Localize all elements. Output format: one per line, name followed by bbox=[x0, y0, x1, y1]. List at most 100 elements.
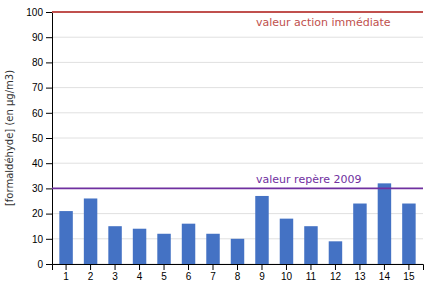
x-tick-label: 15 bbox=[403, 271, 415, 282]
x-tick: 13 bbox=[354, 264, 366, 282]
y-tick-mark bbox=[46, 113, 52, 114]
y-tick-mark bbox=[46, 62, 52, 63]
bar bbox=[59, 211, 72, 264]
y-tick: 0 bbox=[37, 259, 52, 270]
y-tick: 20 bbox=[32, 208, 52, 219]
chart: 0102030405060708090100123456789101112131… bbox=[0, 0, 437, 290]
x-tick-label: 14 bbox=[379, 271, 391, 282]
y-tick-label: 60 bbox=[32, 108, 44, 119]
bar bbox=[231, 239, 244, 264]
x-tick-label: 1 bbox=[63, 271, 69, 282]
grid-line bbox=[52, 112, 423, 113]
y-tick-mark bbox=[46, 12, 52, 13]
y-axis-line bbox=[46, 13, 53, 265]
bar bbox=[206, 234, 219, 264]
x-tick-mark bbox=[115, 264, 116, 270]
reference-line bbox=[52, 187, 423, 189]
y-tick-mark bbox=[46, 163, 52, 164]
bars bbox=[59, 183, 415, 264]
x-tick-mark bbox=[359, 264, 360, 270]
bar bbox=[280, 219, 293, 264]
x-tick-label: 2 bbox=[88, 271, 94, 282]
x-tick: 14 bbox=[379, 264, 391, 282]
x-tick-label: 7 bbox=[210, 271, 216, 282]
y-tick-mark bbox=[46, 138, 52, 139]
x-axis: 123456789101112131415 bbox=[53, 264, 424, 282]
grid-line bbox=[52, 163, 423, 164]
y-tick: 70 bbox=[32, 82, 52, 93]
x-tick-mark bbox=[213, 264, 214, 270]
y-tick-mark bbox=[46, 239, 52, 240]
bar bbox=[157, 234, 170, 264]
reference-label: valeur repère 2009 bbox=[256, 173, 361, 186]
y-tick: 60 bbox=[32, 108, 52, 119]
y-tick-mark bbox=[46, 37, 52, 38]
x-tick-mark bbox=[139, 264, 140, 270]
x-tick: 15 bbox=[403, 264, 415, 282]
bar bbox=[182, 224, 195, 264]
x-tick: 12 bbox=[330, 264, 342, 282]
reference-lines bbox=[52, 12, 423, 188]
grid-line bbox=[52, 37, 423, 38]
y-tick: 40 bbox=[32, 158, 52, 169]
y-tick-label: 30 bbox=[32, 183, 44, 194]
grid bbox=[52, 12, 423, 264]
x-tick: 8 bbox=[235, 264, 241, 282]
x-tick-label: 3 bbox=[112, 271, 118, 282]
reference-label: valeur action immédiate bbox=[256, 16, 391, 29]
reference-line bbox=[52, 11, 423, 13]
y-axis-title: [formaldéhyde] (en µg/m3) bbox=[4, 70, 15, 206]
y-tick-label: 20 bbox=[32, 208, 44, 219]
y-tick-label: 50 bbox=[32, 133, 44, 144]
x-tick-mark bbox=[286, 264, 287, 270]
x-tick-label: 6 bbox=[186, 271, 192, 282]
x-tick: 9 bbox=[259, 264, 265, 282]
plot: 0102030405060708090100123456789101112131… bbox=[26, 7, 423, 282]
x-tick: 5 bbox=[161, 264, 167, 282]
x-tick: 6 bbox=[186, 264, 192, 282]
y-tick: 50 bbox=[32, 133, 52, 144]
bar bbox=[133, 229, 146, 264]
grid-line bbox=[52, 62, 423, 63]
y-tick-label: 90 bbox=[32, 32, 44, 43]
x-tick-mark bbox=[384, 264, 385, 270]
y-tick: 10 bbox=[32, 234, 52, 245]
y-tick-label: 40 bbox=[32, 158, 44, 169]
y-tick: 30 bbox=[32, 183, 52, 194]
y-tick-mark bbox=[46, 214, 52, 215]
x-tick-mark bbox=[237, 264, 238, 270]
bar bbox=[255, 196, 268, 264]
bar bbox=[304, 226, 317, 264]
y-tick-label: 70 bbox=[32, 82, 44, 93]
y-tick-mark bbox=[46, 188, 52, 189]
y-tick-mark bbox=[46, 264, 52, 265]
bar bbox=[353, 204, 366, 264]
y-tick: 90 bbox=[32, 32, 52, 43]
x-tick-mark bbox=[408, 264, 409, 270]
grid-line bbox=[52, 188, 423, 189]
bar bbox=[378, 183, 391, 264]
x-tick-mark bbox=[90, 264, 91, 270]
bar bbox=[84, 198, 97, 264]
x-tick-mark bbox=[335, 264, 336, 270]
x-tick-label: 11 bbox=[306, 271, 317, 282]
x-tick-mark bbox=[188, 264, 189, 270]
x-tick-label: 13 bbox=[354, 271, 366, 282]
grid-line bbox=[52, 138, 423, 139]
x-tick: 3 bbox=[112, 264, 118, 282]
x-tick: 4 bbox=[137, 264, 143, 282]
y-tick-label: 10 bbox=[32, 234, 44, 245]
x-tick-label: 5 bbox=[161, 271, 167, 282]
x-tick-label: 12 bbox=[330, 271, 342, 282]
grid-line bbox=[52, 213, 423, 214]
reference-labels: valeur action immédiate valeur repère 200… bbox=[256, 16, 391, 186]
y-tick-label: 0 bbox=[37, 259, 43, 270]
x-tick: 2 bbox=[88, 264, 94, 282]
x-tick-label: 8 bbox=[235, 271, 241, 282]
x-tick: 10 bbox=[281, 264, 293, 282]
x-tick-mark bbox=[164, 264, 165, 270]
x-tick-label: 9 bbox=[259, 271, 265, 282]
x-axis-line bbox=[53, 265, 424, 271]
y-axis: 0102030405060708090100 bbox=[26, 7, 52, 270]
grid-line bbox=[52, 87, 423, 88]
